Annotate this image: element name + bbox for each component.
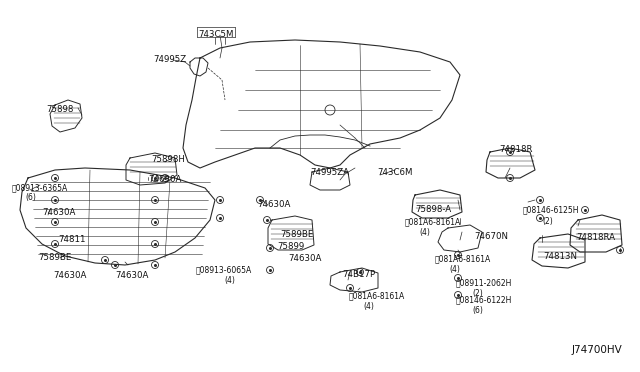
Text: 74630A: 74630A — [115, 271, 148, 280]
Text: (4): (4) — [224, 276, 235, 285]
Text: Ⓑ081A6-8161A: Ⓑ081A6-8161A — [349, 291, 405, 300]
Text: 74630A: 74630A — [288, 254, 321, 263]
Text: 74630A: 74630A — [53, 271, 86, 280]
Text: 75898H: 75898H — [151, 155, 185, 164]
Text: ⓝ08913-6065A: ⓝ08913-6065A — [196, 265, 252, 274]
Text: (6): (6) — [472, 306, 483, 315]
Text: Ⓑ081A6-8161A: Ⓑ081A6-8161A — [435, 254, 492, 263]
Text: J74700HV: J74700HV — [572, 345, 623, 355]
Text: 7589BE: 7589BE — [280, 230, 314, 239]
Text: (2): (2) — [542, 217, 553, 226]
Text: 743C6M: 743C6M — [377, 168, 413, 177]
Text: 74818RA: 74818RA — [576, 233, 615, 242]
Text: ⓝ08911-2062H: ⓝ08911-2062H — [456, 278, 513, 287]
Text: 75898-A: 75898-A — [415, 205, 451, 214]
Text: 74995ZA: 74995ZA — [310, 168, 349, 177]
Text: 74630A: 74630A — [257, 200, 291, 209]
Text: 74995Z: 74995Z — [153, 55, 186, 64]
Text: (2): (2) — [472, 289, 483, 298]
Text: (4): (4) — [449, 265, 460, 274]
Text: (4): (4) — [363, 302, 374, 311]
Text: 74630A: 74630A — [42, 208, 76, 217]
Text: 7589BE: 7589BE — [38, 253, 72, 262]
Text: 74818R: 74818R — [499, 145, 532, 154]
Text: 75899: 75899 — [277, 242, 304, 251]
Text: 743C5M: 743C5M — [198, 30, 234, 39]
Text: 74630A: 74630A — [148, 175, 181, 184]
Text: 74B17P: 74B17P — [342, 270, 375, 279]
Text: Ⓑ081A6-8161A: Ⓑ081A6-8161A — [405, 217, 461, 226]
Text: Ⓑ08146-6125H: Ⓑ08146-6125H — [523, 205, 579, 214]
Text: (6): (6) — [25, 193, 36, 202]
Text: 74813N: 74813N — [543, 252, 577, 261]
Text: 74811: 74811 — [58, 235, 86, 244]
Text: Ⓑ08146-6122H: Ⓑ08146-6122H — [456, 295, 513, 304]
Text: 75898: 75898 — [46, 105, 74, 114]
Text: 74670N: 74670N — [474, 232, 508, 241]
Text: (4): (4) — [419, 228, 430, 237]
Text: ⓝ08913-6365A: ⓝ08913-6365A — [12, 183, 68, 192]
